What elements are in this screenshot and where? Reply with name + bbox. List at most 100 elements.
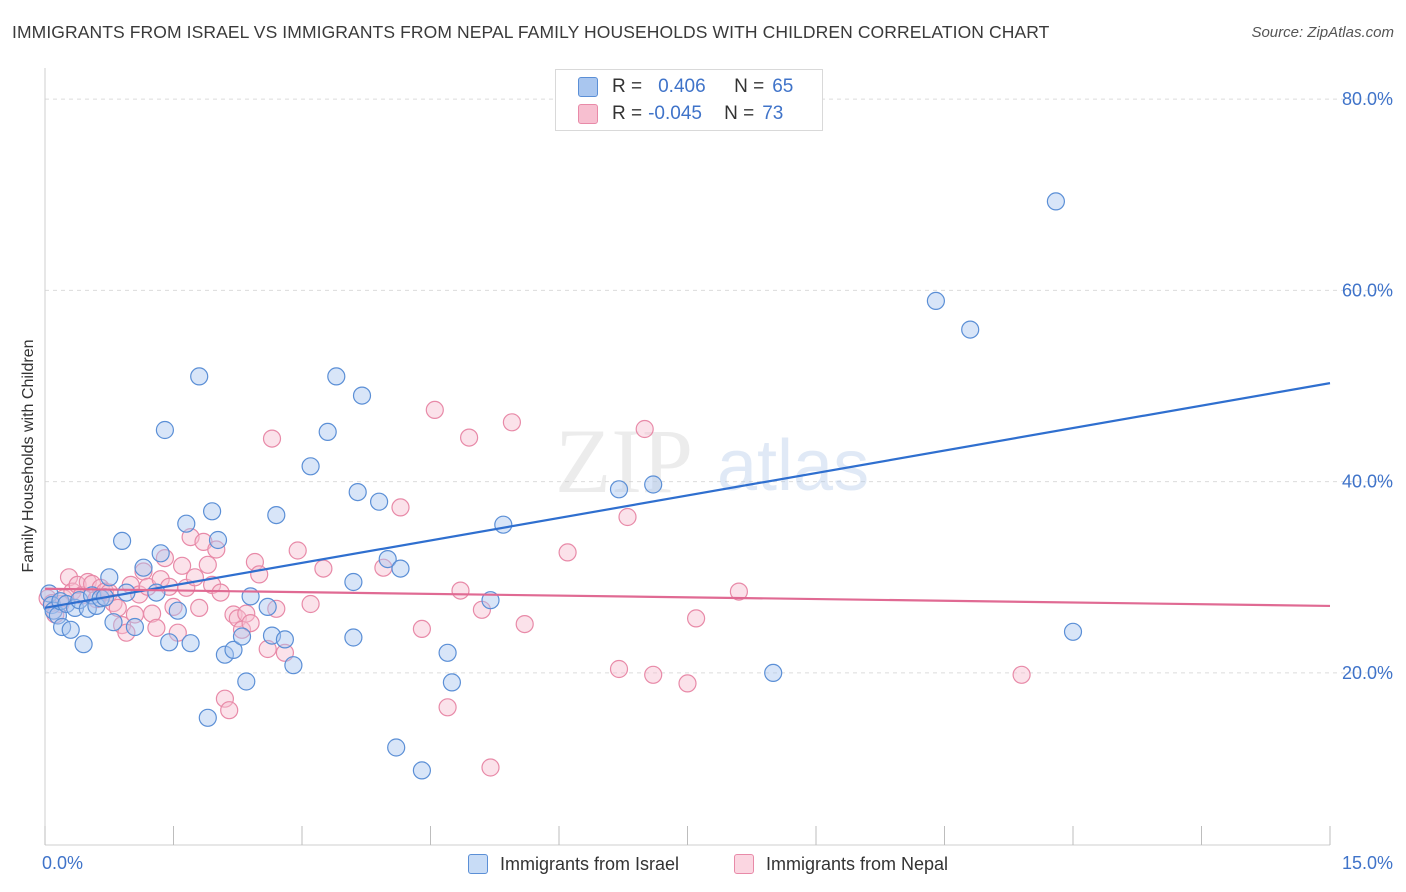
israel-point [387,738,406,757]
israel-point [318,422,337,441]
nepal-swatch [578,104,598,124]
y-tick-label: 60.0% [1342,280,1393,300]
correlation-legend: R = 0.406 N = 65 R = -0.045 N = 73 [555,69,823,131]
nepal-point [460,428,479,447]
source-credit: Source: ZipAtlas.com [1251,24,1394,41]
israel-point [74,635,93,654]
nepal-points [38,400,1031,777]
nepal-point [451,581,470,600]
x-tick-label-min: 0.0% [42,853,83,873]
watermark: ZIP atlas [555,410,869,512]
trend-lines [44,382,1331,609]
watermark-atlas: atlas [717,426,869,506]
israel-trend-line [44,382,1331,609]
nepal-point [1012,665,1031,684]
israel-point [258,597,277,617]
legend-row-israel: R = 0.406 N = 65 [578,75,793,99]
israel-point [198,708,217,727]
nepal-point [275,643,294,662]
israel-point [609,480,629,499]
nepal-point [618,507,637,527]
israel-point [391,559,410,578]
gridlines [45,98,1392,674]
nepal-point [108,598,127,618]
israel-point [203,502,222,521]
series-legend: Immigrants from Israel Immigrants from N… [0,850,1406,878]
nepal-point [481,758,500,777]
israel-point [301,457,320,476]
legend-label-nepal: Immigrants from Nepal [766,853,949,874]
watermark-zip: ZIP [555,410,693,512]
israel-point [181,634,200,653]
israel-point [284,656,303,675]
nepal-point [220,701,239,720]
nepal-point [438,698,457,717]
nepal-point [412,619,431,639]
r-label: R = [612,103,643,124]
nepal-point [515,614,534,634]
israel-point [155,420,174,440]
israel-point [134,558,153,577]
nepal-point [288,541,307,560]
nepal-point [314,559,333,578]
israel-points [40,192,1083,780]
israel-point [442,673,461,692]
nepal-point [301,594,320,614]
israel-point [267,505,286,525]
nepal-point [241,613,260,633]
israel-point [215,645,234,664]
israel-point [438,643,457,662]
israel-point [1063,622,1083,641]
r-value: 0.406 [658,76,706,97]
nepal-point [173,556,192,575]
nepal-point [644,665,663,684]
n-label: N = [724,103,755,124]
legend-label-israel: Immigrants from Israel [500,853,680,874]
israel-point [494,515,513,534]
israel-point [644,475,663,494]
nepal-point [609,659,629,679]
israel-point [348,483,367,502]
nepal-point [258,639,277,659]
israel-point [344,572,363,592]
israel-swatch [468,854,488,874]
israel-point [237,672,256,691]
legend-item-nepal: Immigrants from Nepal [734,850,948,878]
nepal-point [686,609,706,628]
israel-point [104,613,123,632]
israel-point [177,514,196,533]
n-value: 65 [772,76,794,97]
x-tick-label-max: 15.0% [1342,853,1393,873]
nepal-point [211,583,230,602]
y-tick-label: 40.0% [1342,472,1393,492]
nepal-trend-line [44,587,1331,608]
israel-point [160,633,179,652]
nepal-point [391,498,410,517]
r-value: -0.045 [648,103,702,124]
israel-point [1046,192,1066,211]
nepal-point [729,582,749,601]
israel-point [926,291,946,310]
r-label: R = [612,76,643,97]
nepal-point [558,543,577,562]
israel-point [275,630,294,649]
israel-point [344,628,363,647]
israel-point [378,549,397,569]
nepal-point [215,689,234,708]
n-value: 73 [762,103,784,124]
y-tick-label: 80.0% [1342,89,1393,109]
n-label: N = [734,76,765,97]
legend-row-nepal: R = -0.045 N = 73 [578,102,783,126]
israel-point [190,367,209,386]
nepal-point [635,419,654,439]
israel-point [151,544,170,563]
israel-point [61,620,80,639]
y-tick-label: 20.0% [1342,663,1393,683]
israel-point [125,617,144,637]
israel-point [224,640,243,660]
israel-point [412,761,431,780]
israel-point [100,568,119,587]
israel-point [232,627,252,646]
nepal-point [425,400,444,419]
